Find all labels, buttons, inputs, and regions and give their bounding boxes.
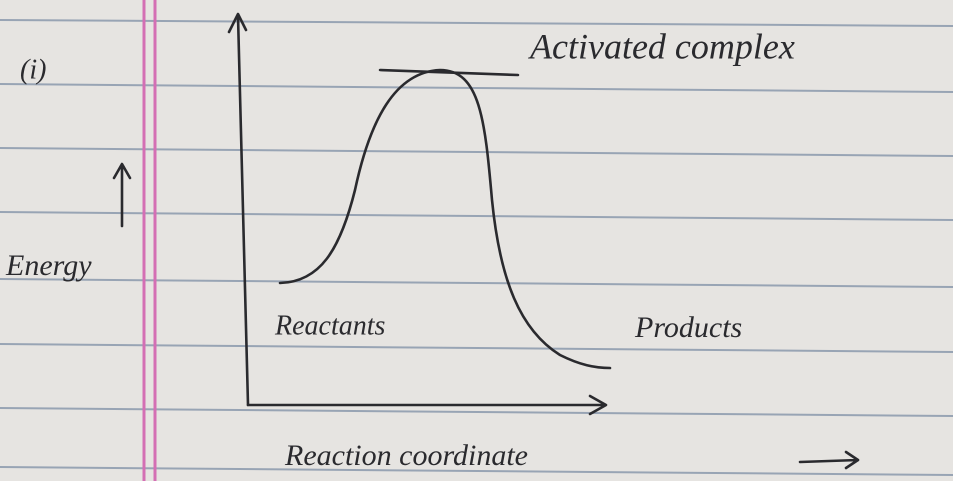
reactants-label: Reactants bbox=[274, 310, 386, 341]
diagram: (i) Energy Activated complex Reactants P… bbox=[0, 0, 953, 481]
products-label: Products bbox=[634, 311, 742, 344]
x-axis-label: Reaction coordinate bbox=[284, 439, 528, 472]
y-axis-label: Energy bbox=[5, 249, 92, 282]
page: {"label": "(i)", "y_axis_label": "Energy… bbox=[0, 0, 953, 481]
question-label: (i) bbox=[20, 54, 46, 85]
energy-arrow bbox=[114, 164, 130, 226]
x-label-arrow bbox=[800, 452, 858, 468]
peak-label: Activated complex bbox=[528, 26, 795, 66]
